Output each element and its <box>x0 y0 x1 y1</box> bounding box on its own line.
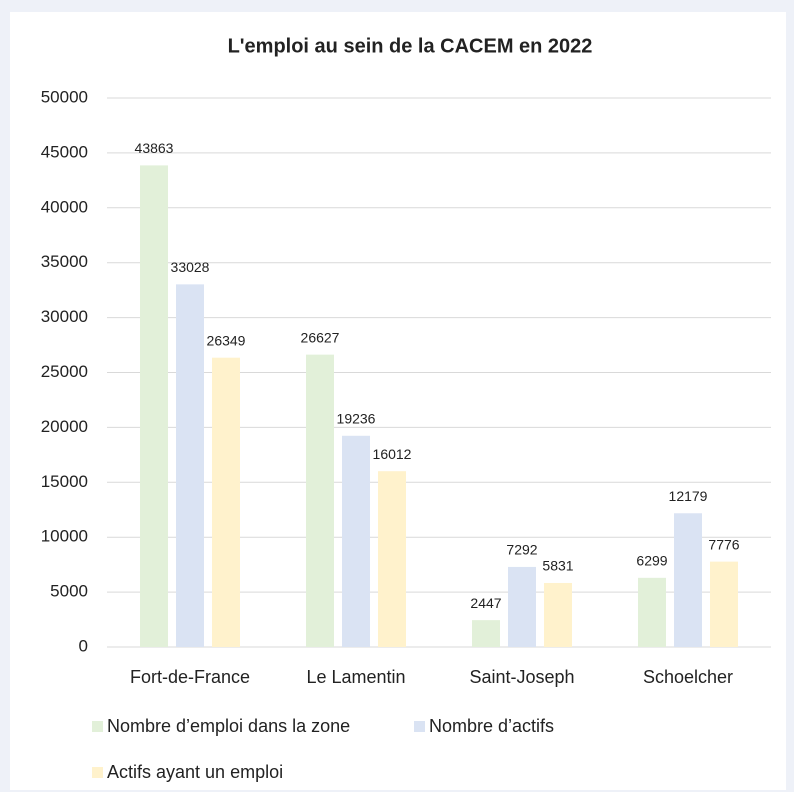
legend-swatch <box>92 767 103 778</box>
y-tick-label: 45000 <box>41 142 88 161</box>
data-label: 26627 <box>301 329 340 345</box>
data-label: 33028 <box>171 259 210 275</box>
legend-label: Nombre d’actifs <box>429 716 554 736</box>
data-label: 7776 <box>708 536 739 552</box>
data-label: 26349 <box>207 332 246 348</box>
data-label: 19236 <box>337 410 376 426</box>
x-tick-label: Le Lamentin <box>306 667 405 687</box>
legend-swatch <box>414 721 425 732</box>
bar <box>378 471 406 647</box>
y-tick-label: 20000 <box>41 417 88 436</box>
legend-label: Nombre d’emploi dans la zone <box>107 716 350 736</box>
data-label: 16012 <box>373 446 412 462</box>
data-label: 12179 <box>669 488 708 504</box>
bar <box>710 561 738 647</box>
y-tick-label: 15000 <box>41 472 88 491</box>
x-tick-label: Saint-Joseph <box>469 667 574 687</box>
y-tick-label: 5000 <box>50 582 88 601</box>
y-tick-label: 50000 <box>41 87 88 106</box>
chart-background <box>10 12 786 790</box>
bar <box>472 620 500 647</box>
bar <box>212 357 240 647</box>
legend-swatch <box>92 721 103 732</box>
bar <box>638 577 666 647</box>
y-tick-label: 40000 <box>41 197 88 216</box>
legend-label: Actifs ayant un emploi <box>107 762 283 782</box>
data-label: 2447 <box>470 595 501 611</box>
x-tick-label: Schoelcher <box>643 667 733 687</box>
y-tick-label: 35000 <box>41 252 88 271</box>
bar <box>306 354 334 647</box>
bar <box>342 435 370 647</box>
y-tick-label: 0 <box>79 636 88 655</box>
bar <box>140 165 168 647</box>
x-tick-label: Fort-de-France <box>130 667 250 687</box>
bar <box>544 582 572 647</box>
bar <box>508 566 536 647</box>
y-tick-label: 30000 <box>41 307 88 326</box>
bar <box>674 513 702 647</box>
chart-title: L'emploi au sein de la CACEM en 2022 <box>228 35 593 57</box>
data-label: 7292 <box>506 542 537 558</box>
bar <box>176 284 204 647</box>
data-label: 5831 <box>542 558 573 574</box>
y-tick-label: 25000 <box>41 362 88 381</box>
data-label: 6299 <box>636 553 667 569</box>
y-tick-label: 10000 <box>41 527 88 546</box>
data-label: 43863 <box>135 140 174 156</box>
